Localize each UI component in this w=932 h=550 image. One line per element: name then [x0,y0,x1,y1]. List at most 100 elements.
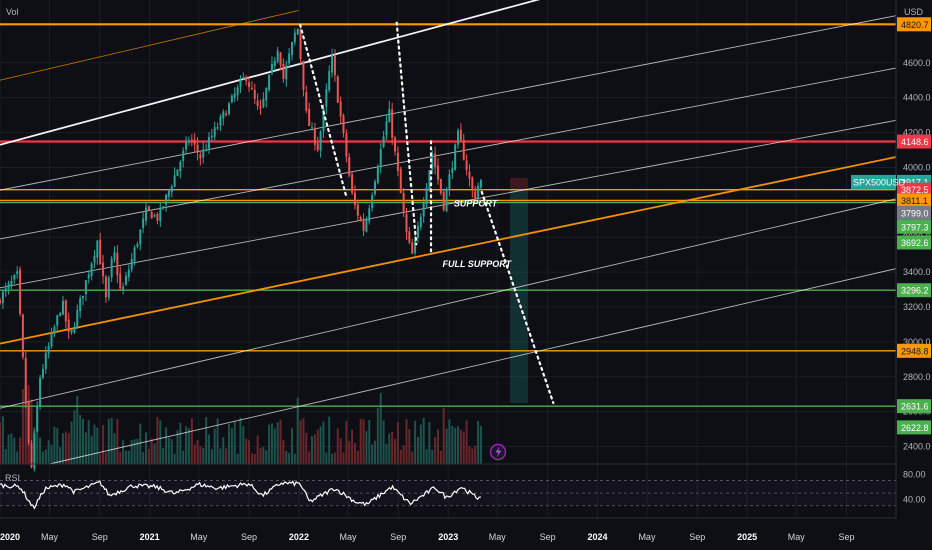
candle-body [36,405,39,432]
y-tick-label: 4400.0 [903,93,931,103]
x-tick-label: May [41,532,59,542]
volume-bar [273,428,276,464]
volume-bar [142,452,145,464]
candle-body [308,108,311,126]
channel-line-layer [0,0,897,465]
annotation-layer: SUPPORT FULL SUPPORT [442,199,512,269]
volume-bar [93,424,96,464]
volume-bar [61,433,64,464]
candle-body [1,291,4,304]
price-tag-bg [897,219,931,234]
flash-alert-icon[interactable] [489,443,507,461]
volume-bar [79,414,82,464]
volume-bar [368,420,371,464]
volume-bar [459,429,462,464]
level-line-layer [0,23,896,407]
candle-body [273,60,276,67]
volume-bar [385,443,388,464]
volume-bar [133,439,136,464]
candle-body [419,216,422,228]
volume-bar [213,428,216,464]
price-tag-bg [897,182,931,197]
candle-body [316,143,319,150]
x-tick-label: Sep [689,532,705,542]
volume-bar [319,426,322,464]
volume-bar [39,437,42,464]
volume-bar [268,424,271,464]
volume-bar [428,421,431,464]
candle-body [102,262,105,277]
volume-bar [44,449,47,464]
volume-bar [82,418,85,464]
volume-bar [122,440,125,464]
volume-bar [119,451,122,464]
volume-bar [299,420,302,464]
volume-bar [262,446,265,464]
volume-bar [19,437,22,464]
candle-body [414,239,417,254]
candle-body [30,443,33,467]
candle-body [213,127,216,137]
volume-bar [50,444,53,464]
volume-bar [205,417,208,464]
candle-body [445,189,448,212]
candle-body [448,174,451,191]
candle-body [416,225,419,238]
volume-bar [391,431,394,464]
volume-bar [442,407,445,464]
volume-bar [351,429,354,464]
candle-body [279,52,282,66]
channel-trend-line [0,10,299,81]
volume-bar [187,428,190,464]
x-tick-label: May [190,532,208,542]
candle-body [16,271,19,275]
candle-body [99,239,102,265]
volume-bar [253,453,256,464]
candle-body [119,273,122,289]
candle-body [116,252,119,276]
volume-bar [219,448,222,464]
volume-bar [265,450,268,464]
price-tag-label: 2948.8 [901,346,929,356]
volume-bar [259,448,262,464]
x-tick-label: Sep [540,532,556,542]
volume-bar [185,426,188,464]
candle-body [353,192,356,205]
price-tag-label: 3692.6 [901,238,929,248]
candle-body [122,286,125,290]
candle-body [19,269,22,314]
candle-body [225,113,228,116]
volume-bar [7,434,10,464]
candle-body [79,298,82,311]
candle-body [182,150,185,161]
candle-body [474,191,477,201]
volume-bar [124,450,127,464]
volume-bar [87,420,90,464]
volume-bar [399,449,402,464]
candle-body [351,174,354,193]
candle-body [67,319,70,332]
channel-trend-line [0,15,897,191]
price-tag-label: 3797.3 [901,222,929,232]
candle-body [93,255,96,263]
candle-body [333,55,336,76]
volume-bar [477,420,480,464]
volume-bar [376,408,379,464]
candle-body [336,76,339,103]
y-tick-label: 4600.0 [903,58,931,68]
volume-bar [270,423,273,464]
candle-body [299,29,302,59]
volume-bar [468,446,471,464]
candle-body [288,53,291,64]
volume-bar [70,421,73,464]
volume-bar [282,439,285,464]
candle-body [230,95,233,103]
candle-body [64,300,67,322]
candle-body [331,55,334,73]
candle-body [236,87,239,96]
x-tick-label: 2025 [737,532,757,542]
volume-bar [328,416,331,464]
candle-body [325,89,328,107]
price-tag-bg [897,420,931,435]
